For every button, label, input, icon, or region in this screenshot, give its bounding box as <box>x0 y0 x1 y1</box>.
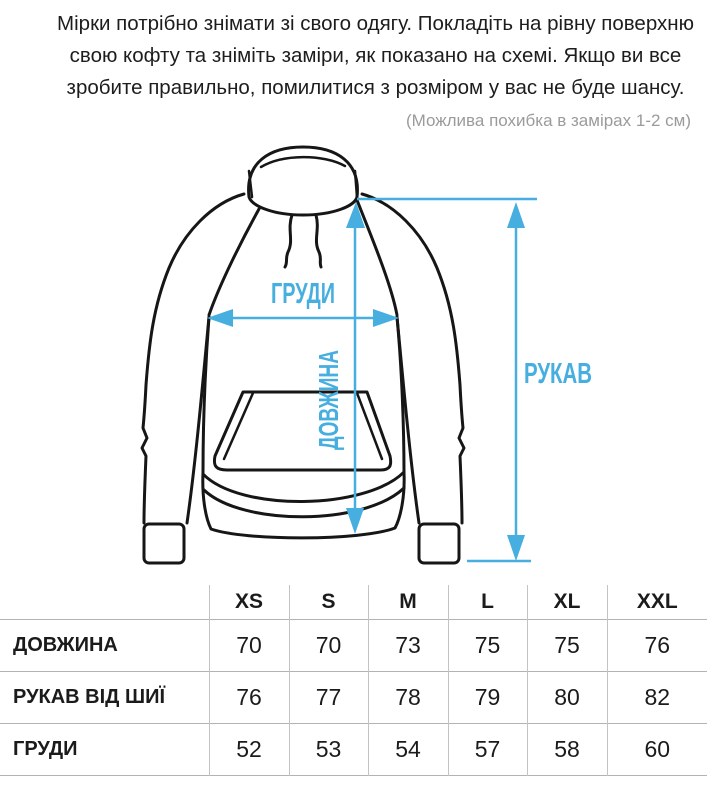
size-value-cell: 57 <box>447 723 527 775</box>
sleeve-outer-left <box>140 192 246 525</box>
table-row-chest: ГРУДИ 52 53 54 57 58 60 <box>0 723 707 775</box>
length-label: ДОВЖИНА <box>313 350 344 450</box>
size-value-cell: 54 <box>367 723 448 775</box>
pocket-opening-left <box>222 391 255 461</box>
body-edge-left <box>201 315 211 475</box>
size-value-cell: 70 <box>208 619 289 671</box>
pocket-opening-right <box>355 391 384 461</box>
size-value-cell: 53 <box>288 723 368 775</box>
sleeve-outer-right <box>360 192 466 525</box>
hoodie-drawing <box>140 145 466 565</box>
sleeve-label: РУКАВ <box>524 358 592 390</box>
size-value-cell: 75 <box>447 619 527 671</box>
raglan-seam-left <box>207 207 261 317</box>
size-table-corner-cell <box>0 585 209 619</box>
table-row-length: ДОВЖИНА 70 70 73 75 75 76 <box>0 619 707 671</box>
drawstring-right <box>314 213 323 269</box>
cuff-left <box>142 522 186 565</box>
size-column-header-l: L <box>447 585 527 619</box>
length-arrow <box>346 202 365 534</box>
chest-arrow <box>207 309 399 327</box>
intro-line-3: зробите правильно, помилитися з розміром… <box>66 76 685 99</box>
measurement-overlays: ГРУДИ ДОВЖИНА РУКАВ <box>207 197 592 563</box>
waistband-seam-lower <box>202 486 406 519</box>
size-value-cell: 73 <box>367 619 448 671</box>
table-row-sleeve: РУКАВ ВІД ШИЇ 76 77 78 79 80 82 <box>0 671 707 723</box>
cuff-right <box>417 522 461 565</box>
size-value-cell: 77 <box>288 671 368 723</box>
pocket-outline <box>212 390 393 472</box>
raglan-seam-right <box>355 198 399 317</box>
waistband-seam-upper <box>201 470 406 503</box>
size-value-cell: 58 <box>526 723 607 775</box>
tolerance-note: (Можлива похибка в замірах 1-2 см) <box>405 111 691 130</box>
size-value-cell: 70 <box>288 619 368 671</box>
size-value-cell: 78 <box>367 671 448 723</box>
size-table-header-row: XS S M L XL XXL <box>0 585 707 619</box>
intro-line-1: Мірки потрібно знімати зі свого одягу. П… <box>57 12 694 35</box>
measurement-row-label: ГРУДИ <box>13 737 78 760</box>
sleeve-arrow <box>357 197 537 563</box>
body-hem-outline <box>201 471 406 540</box>
size-guide-page: { "intro": { "line1": "Мірки потрібно зн… <box>0 8 707 808</box>
chest-label: ГРУДИ <box>271 278 335 310</box>
size-column-header-xs: XS <box>208 585 289 619</box>
size-column-header-xxl: XXL <box>606 585 707 619</box>
intro-line-2: свою кофту та зніміть заміри, як показан… <box>69 44 682 67</box>
size-column-header-s: S <box>288 585 368 619</box>
collar-band-left-edge <box>247 169 254 199</box>
drawstring-left <box>283 213 294 269</box>
size-value-cell: 76 <box>208 671 289 723</box>
hood-inner-rim <box>259 155 347 169</box>
size-value-cell: 80 <box>526 671 607 723</box>
size-value-cell: 75 <box>526 619 607 671</box>
hoodie-diagram-svg: ГРУДИ ДОВЖИНА РУКАВ <box>140 145 592 565</box>
measurement-row-label: ДОВЖИНА <box>13 633 118 656</box>
size-table: XS S M L XL XXL ДОВЖИНА 70 70 73 75 75 7… <box>0 585 707 776</box>
collar-band-right-edge <box>353 169 359 199</box>
intro-paragraph: Мірки потрібно знімати зі свого одягу. П… <box>48 8 703 104</box>
size-column-header-m: M <box>367 585 448 619</box>
size-value-cell: 76 <box>606 619 707 671</box>
size-value-cell: 52 <box>208 723 289 775</box>
body-edge-right <box>395 315 406 475</box>
size-value-cell: 79 <box>447 671 527 723</box>
size-value-cell: 60 <box>606 723 707 775</box>
size-value-cell: 82 <box>606 671 707 723</box>
measurement-row-label: РУКАВ ВІД ШИЇ <box>13 685 165 708</box>
size-column-header-xl: XL <box>526 585 607 619</box>
hoodie-measurement-diagram: ГРУДИ ДОВЖИНА РУКАВ <box>0 140 707 585</box>
